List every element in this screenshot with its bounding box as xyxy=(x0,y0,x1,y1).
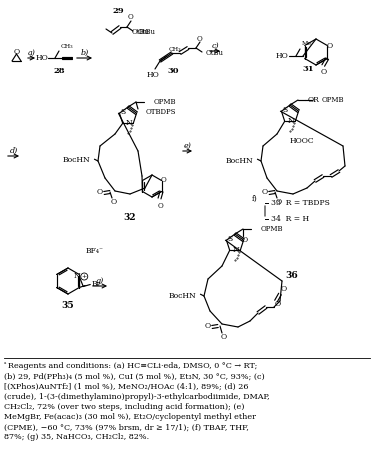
Text: O: O xyxy=(128,13,134,21)
Text: OTBDPS: OTBDPS xyxy=(146,108,177,116)
Text: g): g) xyxy=(96,277,104,285)
Text: O: O xyxy=(242,236,248,244)
Text: (crude), 1-(3-(dimethylamino)propyl)-3-ethylcarbodiimide, DMAP,: (crude), 1-(3-(dimethylamino)propyl)-3-e… xyxy=(4,393,270,401)
Text: CH₃: CH₃ xyxy=(61,44,74,49)
Text: OPMB: OPMB xyxy=(322,96,344,104)
Text: ᵃ: ᵃ xyxy=(4,362,6,367)
Text: HOOC: HOOC xyxy=(290,137,315,145)
Text: O: O xyxy=(276,198,282,206)
Text: O: O xyxy=(275,300,281,308)
Text: 87%; (g) ​35, NaHCO₃, CH₂Cl₂, 82%.: 87%; (g) ​35, NaHCO₃, CH₂Cl₂, 82%. xyxy=(4,434,149,441)
Text: BF₄⁻: BF₄⁻ xyxy=(86,247,104,255)
Text: (b) ​29, Pd(PPh₃)₄ (5 mol %), CuI (5 mol %), Et₃N, 30 °C, 93%; (c): (b) ​29, Pd(PPh₃)₄ (5 mol %), CuI (5 mol… xyxy=(4,372,265,380)
Text: Me: Me xyxy=(302,41,312,46)
Text: O: O xyxy=(281,285,287,293)
Text: O: O xyxy=(320,69,327,77)
Text: O: O xyxy=(262,188,268,196)
Text: [(XPhos)AuNTf₂] (1 mol %), MeNO₂/HOAc (4:1), 89%; (d) ​26: [(XPhos)AuNTf₂] (1 mol %), MeNO₂/HOAc (4… xyxy=(4,382,248,390)
Text: BocHN: BocHN xyxy=(225,157,253,165)
Text: S: S xyxy=(228,235,233,243)
Text: S: S xyxy=(283,106,288,114)
Text: 32: 32 xyxy=(124,214,136,222)
Text: Reagents and conditions: (a) HC≡CLi·eda, DMSO, 0 °C → RT;: Reagents and conditions: (a) HC≡CLi·eda,… xyxy=(8,362,257,370)
Text: OtBu: OtBu xyxy=(132,28,150,36)
Text: 34  R = H: 34 R = H xyxy=(271,215,309,223)
Text: BocHN: BocHN xyxy=(62,156,90,164)
Text: 36: 36 xyxy=(286,271,298,280)
Text: (CPME), −60 °C, 73% (97% brsm, dr ≥ 17/1); (f) TBAF, THF,: (CPME), −60 °C, 73% (97% brsm, dr ≥ 17/1… xyxy=(4,423,249,431)
Text: b): b) xyxy=(80,49,89,57)
Text: a): a) xyxy=(28,49,36,57)
Text: MeMgBr, Fe(acac)₃ (30 mol %), Et₂O/cyclopentyl methyl ether: MeMgBr, Fe(acac)₃ (30 mol %), Et₂O/cyclo… xyxy=(4,413,256,421)
Text: S: S xyxy=(121,108,126,116)
Text: 30: 30 xyxy=(167,67,179,75)
Text: O: O xyxy=(97,188,103,196)
Text: OtBu: OtBu xyxy=(138,28,156,36)
Text: N: N xyxy=(74,272,81,280)
Text: c): c) xyxy=(211,42,219,50)
Text: O: O xyxy=(158,201,163,209)
Text: e): e) xyxy=(184,142,191,150)
Text: 33  R = TBDPS: 33 R = TBDPS xyxy=(271,199,330,207)
Text: HO: HO xyxy=(147,71,159,79)
Text: OtBu: OtBu xyxy=(206,49,224,57)
Text: O: O xyxy=(161,177,166,185)
Text: OR: OR xyxy=(308,96,320,104)
Text: HO: HO xyxy=(35,54,48,62)
Text: O: O xyxy=(326,41,332,50)
Text: CH₃: CH₃ xyxy=(169,47,182,52)
Text: d): d) xyxy=(9,147,18,155)
Text: N: N xyxy=(233,246,240,254)
Text: O: O xyxy=(13,48,19,56)
Text: N: N xyxy=(288,117,295,125)
Text: O: O xyxy=(221,333,227,341)
Text: Br: Br xyxy=(91,280,100,288)
Text: 29: 29 xyxy=(112,7,124,15)
Text: OPMB: OPMB xyxy=(261,225,283,233)
Text: +: + xyxy=(82,274,87,279)
Text: N: N xyxy=(126,119,133,127)
Text: O: O xyxy=(205,322,211,330)
Text: 31: 31 xyxy=(302,65,314,73)
Text: HO: HO xyxy=(275,52,288,60)
Text: CH₂Cl₂, 72% (over two steps, including acid formation); (e): CH₂Cl₂, 72% (over two steps, including a… xyxy=(4,403,245,411)
Text: BocHN: BocHN xyxy=(168,292,196,300)
Text: O: O xyxy=(111,198,117,206)
Text: f): f) xyxy=(252,195,258,203)
Text: 28: 28 xyxy=(53,67,65,75)
Text: O: O xyxy=(197,35,203,43)
Text: OPMB: OPMB xyxy=(154,98,177,106)
Text: 35: 35 xyxy=(62,301,74,310)
